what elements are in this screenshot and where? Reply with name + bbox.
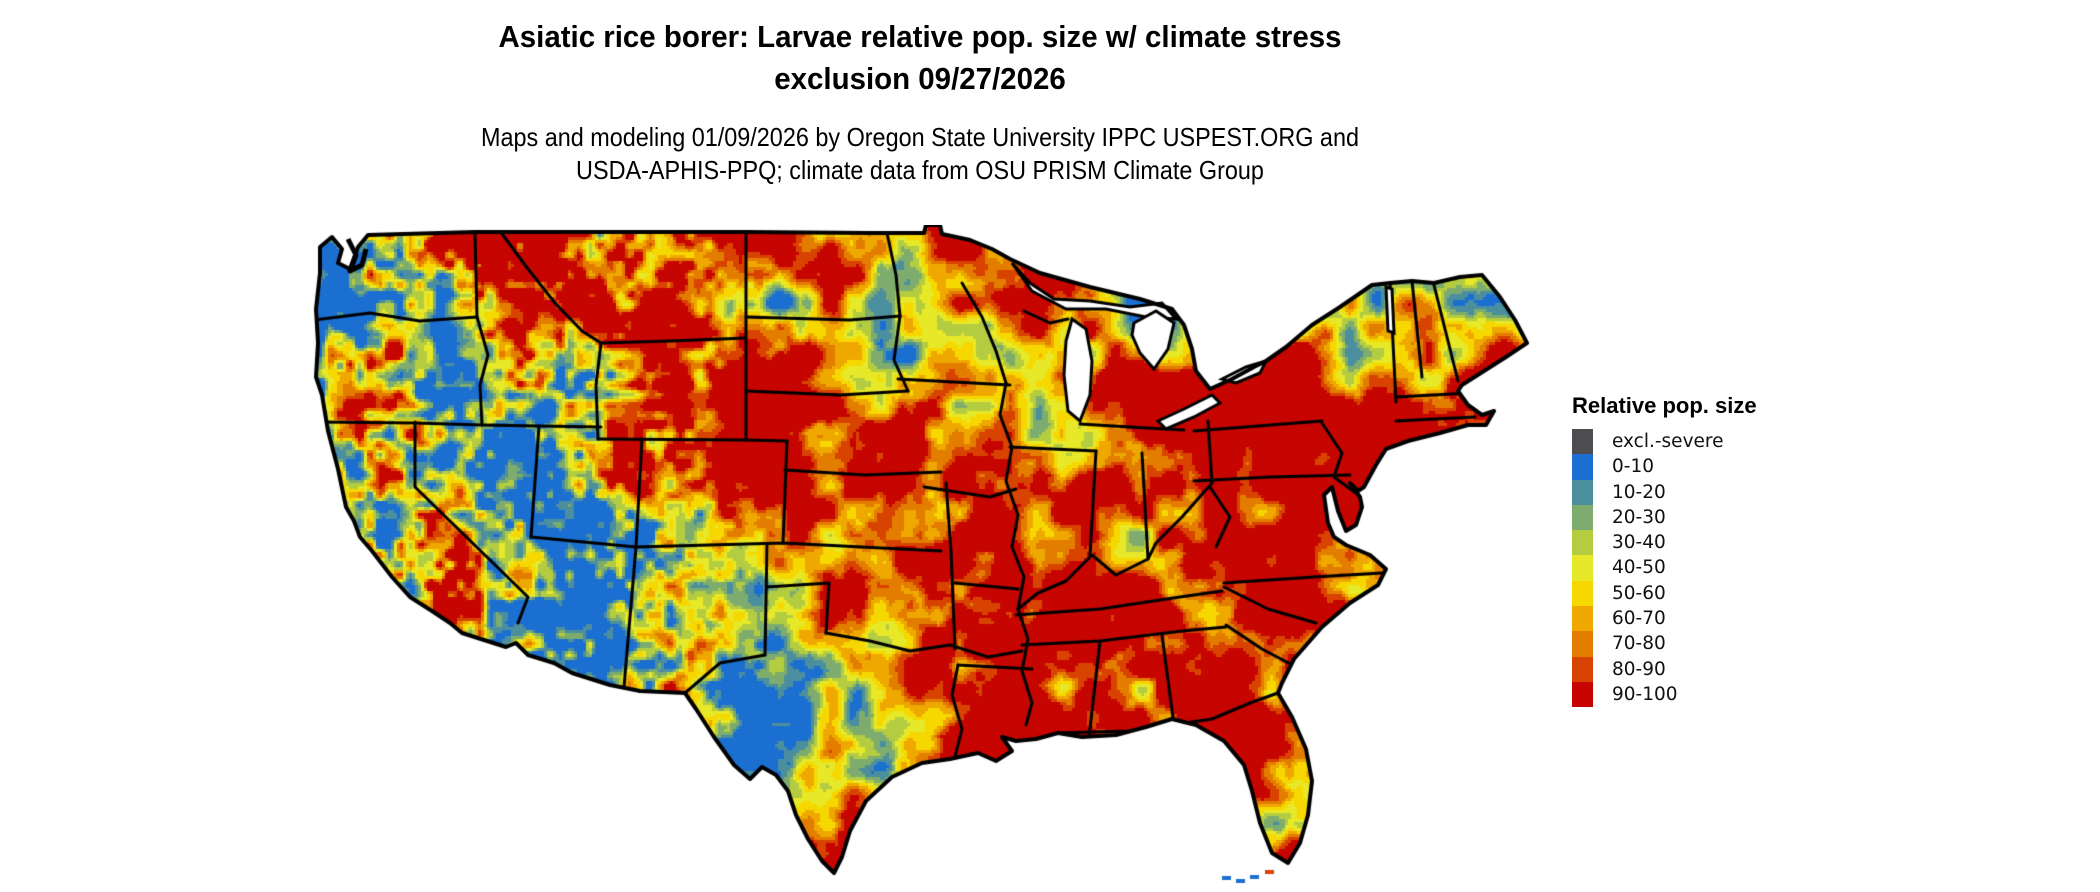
legend-label: 70-80 [1612,633,1666,655]
legend-swatch [1572,681,1593,708]
legend-title: Relative pop. size [1572,393,1757,418]
legend-label: 20-30 [1612,506,1666,528]
header: Asiatic rice borer: Larvae relative pop.… [0,16,1840,100]
legend-swatch [1572,631,1593,657]
page-subtitle: Maps and modeling 01/09/2026 by Oregon S… [0,121,1840,187]
legend-row: 90-100 [1572,681,1872,708]
legend-label: excl.-severe [1612,431,1724,452]
legend-swatch [1572,580,1593,607]
legend-swatch [1572,656,1593,682]
legend-row: 0-10 [1572,454,1872,480]
legend-label: 80-90 [1612,658,1666,680]
legend-label: 50-60 [1612,582,1666,604]
legend-row: 70-80 [1572,631,1872,657]
legend-label: 60-70 [1612,608,1666,630]
legend-row: 50-60 [1572,580,1872,607]
legend-swatch [1572,530,1593,556]
legend-swatch [1572,429,1593,455]
page-subtitle-line1: Maps and modeling 01/09/2026 by Oregon S… [481,122,1359,152]
legend-row: 20-30 [1572,504,1872,531]
legend-rows: excl.-severe 0-10 10-20 20-30 30-40 40-50 50-6… [1572,429,1872,708]
legend-row: 10-20 [1572,479,1872,505]
legend-swatch [1572,555,1593,581]
page-title-line2: exclusion 09/27/2026 [774,61,1066,96]
page-title-line1: Asiatic rice borer: Larvae relative pop.… [498,19,1342,54]
us-map-canvas [310,225,1530,885]
legend-label: 40-50 [1612,557,1666,579]
legend-swatch [1572,479,1593,505]
legend: Relative pop. size excl.-severe 0-10 10-20… [1572,393,1872,708]
legend-label: 10-20 [1612,481,1666,503]
legend-label: 90-100 [1612,683,1678,705]
legend-swatch [1572,504,1593,531]
page-title: Asiatic rice borer: Larvae relative pop.… [0,16,1840,100]
legend-swatch [1572,606,1593,632]
legend-label: 0-10 [1612,456,1654,478]
legend-swatch [1572,454,1593,480]
legend-row: excl.-severe [1572,429,1872,455]
legend-row: 30-40 [1572,530,1872,556]
page-subtitle-line2: USDA-APHIS-PPQ; climate data from OSU PR… [576,155,1264,185]
legend-row: 80-90 [1572,656,1872,682]
legend-label: 30-40 [1612,532,1666,554]
legend-row: 60-70 [1572,606,1872,632]
legend-row: 40-50 [1572,555,1872,581]
